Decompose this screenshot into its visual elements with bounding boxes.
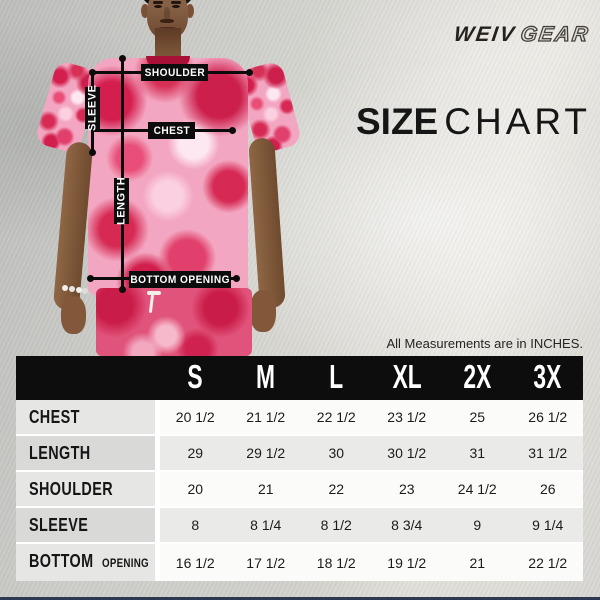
cell-value: 22 xyxy=(301,472,372,506)
measure-endpoint-dot xyxy=(89,69,96,76)
cell-value: 31 xyxy=(442,436,513,470)
cell-value: 18 1/2 xyxy=(301,544,372,581)
row-label-suffix: OPENING xyxy=(101,558,149,570)
brand-logo: WEIVGEAR xyxy=(452,22,591,47)
cell-value: 8 xyxy=(160,508,231,542)
column-header-xl: XL xyxy=(392,358,422,396)
cell-value: 30 1/2 xyxy=(371,436,442,470)
cell-value: 16 1/2 xyxy=(160,544,231,581)
column-header-s: S xyxy=(187,358,203,396)
row-label: LENGTH xyxy=(16,436,160,470)
cell-value: 8 3/4 xyxy=(371,508,442,542)
measure-endpoint-dot xyxy=(119,55,126,62)
cell-value: 21 1/2 xyxy=(230,400,301,434)
length-label: LENGTH xyxy=(114,176,129,226)
table-row-bottom-opening: BOTTOM OPENING 16 1/2 17 1/2 18 1/2 19 1/… xyxy=(16,544,583,581)
table-row-chest: CHEST 20 1/2 21 1/2 22 1/2 23 1/2 25 26 … xyxy=(16,400,583,436)
page-title-chart: CHART xyxy=(444,101,592,142)
page-title: SIZE CHART xyxy=(356,101,591,143)
cell-value: 8 1/4 xyxy=(230,508,301,542)
measure-endpoint-dot xyxy=(246,69,253,76)
cell-value: 23 xyxy=(371,472,442,506)
cell-value: 26 1/2 xyxy=(512,400,583,434)
cell-value: 23 1/2 xyxy=(371,400,442,434)
measure-endpoint-dot xyxy=(233,275,240,282)
cell-value: 21 xyxy=(230,472,301,506)
measure-endpoint-dot xyxy=(89,149,96,156)
shoulder-label: SHOULDER xyxy=(141,64,208,81)
units-note: All Measurements are in INCHES. xyxy=(386,336,583,351)
cell-value: 20 1/2 xyxy=(160,400,231,434)
cell-value: 22 1/2 xyxy=(512,544,583,581)
table-row-length: LENGTH 29 29 1/2 30 30 1/2 31 31 1/2 xyxy=(16,436,583,472)
cell-value: 9 xyxy=(442,508,513,542)
table-row-shoulder: SHOULDER 20 21 22 23 24 1/2 26 xyxy=(16,472,583,508)
page-title-size: SIZE xyxy=(356,101,439,142)
size-table: S M L XL 2X 3X CHEST 20 1/2 21 1/2 22 1/… xyxy=(16,356,583,581)
size-table-header: S M L XL 2X 3X xyxy=(16,356,583,400)
row-label: SHOULDER xyxy=(16,472,160,506)
cell-value: 29 1/2 xyxy=(230,436,301,470)
cell-value: 19 1/2 xyxy=(371,544,442,581)
cell-value: 22 1/2 xyxy=(301,400,372,434)
brand-logo-weiv: WEIV xyxy=(452,23,517,46)
cell-value: 30 xyxy=(301,436,372,470)
cell-value: 29 xyxy=(160,436,231,470)
column-header-3x: 3X xyxy=(533,358,562,396)
cell-value: 20 xyxy=(160,472,231,506)
bottom-opening-label: BOTTOM OPENING xyxy=(129,271,231,288)
length-measure-line xyxy=(121,57,124,291)
column-header-m: M xyxy=(256,358,276,396)
row-label: CHEST xyxy=(16,400,160,434)
measure-endpoint-dot xyxy=(229,127,236,134)
cell-value: 24 1/2 xyxy=(442,472,513,506)
cell-value: 21 xyxy=(442,544,513,581)
cell-value: 25 xyxy=(442,400,513,434)
chest-label: CHEST xyxy=(148,122,195,139)
cell-value: 26 xyxy=(512,472,583,506)
table-row-sleeve: SLEEVE 8 8 1/4 8 1/2 8 3/4 9 9 1/4 xyxy=(16,508,583,544)
measure-endpoint-dot xyxy=(119,286,126,293)
cell-value: 17 1/2 xyxy=(230,544,301,581)
brand-logo-gear: GEAR xyxy=(518,22,591,46)
measure-endpoint-dot xyxy=(87,275,94,282)
column-header-2x: 2X xyxy=(463,358,492,396)
cell-value: 9 1/4 xyxy=(512,508,583,542)
cell-value: 8 1/2 xyxy=(301,508,372,542)
row-label: BOTTOM OPENING xyxy=(16,544,160,581)
row-label: SLEEVE xyxy=(16,508,160,542)
cell-value: 31 1/2 xyxy=(512,436,583,470)
column-header-l: L xyxy=(329,358,344,396)
sleeve-label: SLEEVE xyxy=(85,84,100,132)
